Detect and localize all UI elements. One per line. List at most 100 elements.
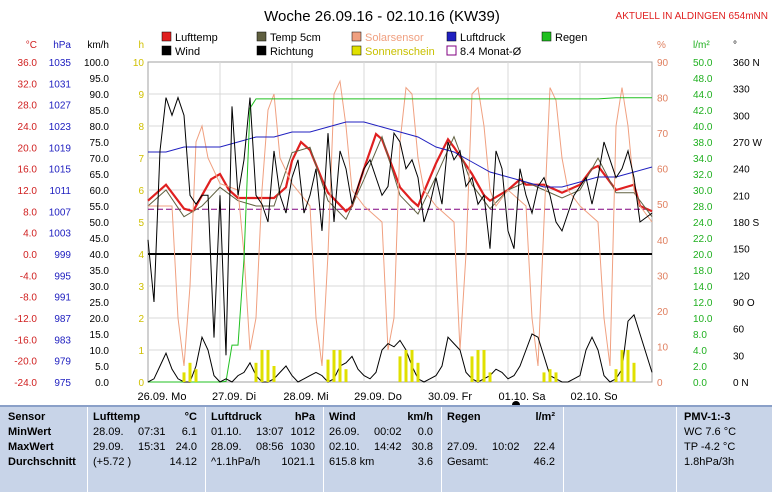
legend-label: Sonnenschein [365,46,435,58]
tick-label: 120 [733,271,750,282]
axis-unit-label: ° [733,40,737,51]
statistics-panel: Sensor MinWert MaxWert Durchschnitt Luft… [0,405,772,492]
legend-label: Richtung [270,46,313,58]
tick-label: 10 [133,58,145,69]
stats-value: 14.12 [169,456,197,468]
axis-unit-label: km/h [87,40,109,51]
sunshine-bar [548,369,552,382]
tick-label: 2 [138,314,144,325]
legend-label: 8.4 Monat-Ø [460,46,522,58]
tick-label: 0 [138,378,144,389]
stats-date: 29.09. [93,441,124,453]
tick-label: 210 [733,191,750,202]
tick-label: 100.0 [84,58,109,69]
tick-label: 0.0 [95,378,109,389]
legend-label: Lufttemp [175,32,218,44]
stats-value: 1021.1 [281,456,315,468]
stats-note: ^1.1hPa/h [211,456,261,468]
legend-label: Wind [175,46,200,58]
stats-header: Wind [329,411,356,423]
sunshine-bar [254,362,258,382]
separator [323,407,324,492]
tick-label: 40 [657,236,669,247]
stats-value: 1012 [290,426,315,438]
axis-unit-label: h [138,40,144,51]
stats-wind-column: Wind km/h 26.09. 00:02 0.0 02.10. 14:42 30.8 … [329,410,437,492]
stats-row-label: MaxWert [8,441,54,453]
location-label: AKTUELL IN ALDINGEN 654mNN [616,11,768,22]
tick-label: 60.0 [90,186,110,197]
tick-label: 10 [657,342,669,353]
separator [563,407,564,492]
stats-time: 14:42 [374,441,402,453]
axis-unit-label: °C [26,40,37,51]
tick-label: 32.0 [18,79,38,90]
tick-label: 38.0 [693,138,713,149]
sunshine-bar [632,362,636,382]
stats-value: 46.2 [533,456,555,468]
sunshine-bar [182,372,186,382]
chart-title: Woche 26.09.16 - 02.10.16 (KW39) [264,8,500,25]
moon-phase-icon [512,401,520,405]
grid [148,62,652,382]
sunshine-bar [482,350,486,382]
x-axis-labels: 26.09. Mo 27.09. Di 28.09. Mi 29.09. Do 30.0… [138,391,618,405]
tick-label: 85.0 [90,106,110,117]
tick-label: 983 [54,335,71,346]
stats-regen-column: Regen l/m² 27.09. 10:02 22.4 Gesamt: 46.2 [447,410,559,492]
legend-swatch [256,45,267,56]
tick-label: 42.0 [693,106,713,117]
tick-label: 15.0 [90,330,110,341]
tick-label: 4 [138,250,144,261]
legend-swatch [351,45,362,56]
tick-label: 2.0 [693,362,707,373]
sunshine-bar [338,350,342,382]
stats-note: (+5.72 ) [93,456,132,468]
series-wind [147,313,653,383]
x-axis-label: 01.10. Sa [498,391,546,403]
tick-label: 975 [54,378,71,389]
stats-unit: l/m² [535,411,555,423]
stats-header: PMV-1:-3 [684,411,731,423]
tick-label: 20.0 [693,250,713,261]
stats-time: 00:02 [374,426,402,438]
stats-value: 22.4 [533,441,555,453]
series-lufttemp [147,132,653,213]
stats-unit: °C [184,411,197,423]
sunshine-bar [476,350,480,382]
tick-label: 8 [138,122,144,133]
stats-pmv-value: TP -4.2 °C [684,441,736,453]
stats-pmv-value: WC 7.6 °C [684,426,737,438]
tick-label: 999 [54,250,71,261]
separator [441,407,442,492]
legend-swatch [161,31,172,42]
stats-value: 30.8 [411,441,433,453]
sunshine-bar [410,350,414,382]
legend: Lufttemp Temp 5cm Solarsensor Luftdruck Rege… [161,31,587,58]
tick-label: 65.0 [90,170,110,181]
tick-label: 4.0 [23,229,37,240]
tick-label: 10.0 [693,314,713,325]
tick-label: 45.0 [90,234,110,245]
legend-swatch [446,31,457,42]
tick-label: 180 S [733,218,759,229]
tick-label: 60 [733,325,745,336]
stats-value: 0.0 [417,426,433,438]
tick-label: 5 [138,218,144,229]
tick-label: 70.0 [90,154,110,165]
stats-date: 28.09. [211,441,242,453]
x-axis-label: 26.09. Mo [138,391,187,403]
tick-label: 18.0 [693,266,713,277]
stats-header: Luftdruck [211,411,262,423]
tick-label: 30 [657,271,669,282]
separator [87,407,88,492]
tick-label: 8.0 [23,207,37,218]
axis-unit-label: % [657,40,666,51]
separator [205,407,206,492]
tick-label: 34.0 [693,154,713,165]
sunshine-bar [332,350,336,382]
x-axis-label: 28.09. Mi [283,391,328,403]
sunshine-bar [614,369,618,382]
tick-label: 20.0 [18,143,38,154]
tick-label: 0.0 [693,378,707,389]
